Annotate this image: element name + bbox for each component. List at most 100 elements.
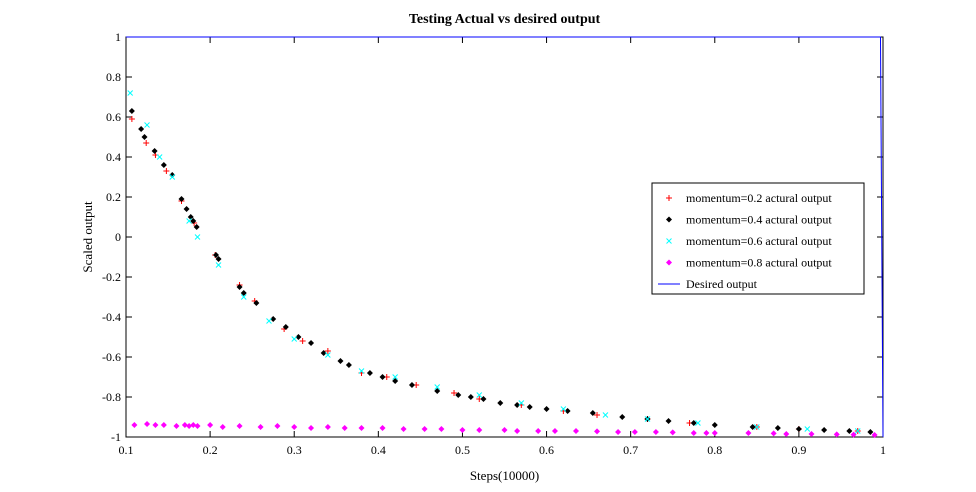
series-3-point (186, 423, 193, 429)
series-3-point (194, 423, 201, 429)
series-3-point (379, 425, 386, 431)
legend-swatch (666, 195, 672, 201)
series-3-point (871, 432, 878, 438)
x-tick-label: 1 (880, 443, 886, 457)
series-1-point (212, 252, 219, 258)
series-1-point (169, 172, 176, 178)
series-3-point (421, 426, 428, 432)
x-tick-label: 0.9 (791, 443, 806, 457)
series-1-point (795, 426, 802, 432)
series-1-point (308, 340, 315, 346)
series-1-point (392, 378, 399, 384)
legend-swatch (666, 259, 672, 266)
series-3-point (833, 431, 840, 438)
series-3-point (308, 425, 315, 431)
y-tick-label: -0.6 (102, 350, 121, 364)
series-1-point (589, 410, 596, 416)
series-3-point (144, 421, 151, 427)
x-tick-label: 0.4 (371, 443, 386, 457)
x-axis: 0.1 0.2 0.3 0.4 0.5 0.6 0.7 0.8 0.9 1 (119, 37, 886, 457)
series-1-point (774, 425, 781, 431)
series-2-point (434, 384, 441, 390)
series-2-point (325, 352, 331, 358)
legend-entry-label: momentum=0.2 actural output (686, 191, 832, 205)
y-axis-label: Scaled output (80, 201, 95, 273)
series-3-point (324, 424, 331, 430)
series-3-point (207, 422, 214, 428)
series-0-point (299, 338, 306, 344)
series-3-point (236, 423, 243, 429)
series-3-point (190, 422, 197, 428)
x-tick-label: 0.7 (623, 443, 638, 457)
plot-marks (126, 36, 884, 438)
series-3-point (535, 428, 542, 434)
series-3-point (703, 430, 710, 436)
y-tick-label: -0.4 (102, 310, 121, 324)
legend-entry-label: momentum=0.6 actural output (686, 234, 832, 248)
series-1-point (497, 400, 504, 406)
series-1-point (187, 214, 194, 220)
series-3-point (459, 427, 466, 433)
series-3-point (358, 425, 365, 431)
series-2-point (644, 416, 651, 422)
series-2-point (266, 318, 272, 324)
chart-title: Testing Actual vs desired output (409, 12, 601, 27)
series-3-point (770, 430, 777, 437)
series-1-point (564, 408, 571, 414)
x-tick-label: 0.2 (203, 443, 218, 457)
series-2-point (186, 218, 192, 224)
series-3-point (152, 422, 159, 428)
desired-output-line (126, 36, 884, 438)
series-3-point (274, 423, 281, 429)
series-1-point (665, 418, 672, 424)
series-1-point (408, 382, 415, 388)
series-3-point (690, 430, 697, 436)
y-tick-label: -1 (111, 430, 121, 444)
series-3-point (257, 424, 264, 430)
series-1-point (190, 218, 197, 224)
series-1-point (138, 126, 145, 132)
series-1-point (480, 396, 487, 402)
series-2-point (194, 234, 201, 240)
y-tick-label: 0.4 (106, 150, 121, 164)
series-1-point (160, 162, 167, 168)
series-1-point (749, 424, 756, 430)
series-1-point (434, 388, 441, 394)
series-3-point (594, 428, 601, 435)
series-1-point (690, 420, 697, 426)
series-2-point (358, 368, 365, 374)
series-1-point (183, 206, 190, 212)
series-0-point (594, 412, 601, 418)
legend-entry-label: momentum=0.4 actural output (686, 213, 832, 227)
legend-swatch (666, 216, 672, 223)
series-3-point (669, 429, 676, 436)
series-1-point (337, 358, 344, 364)
y-tick-label: 0.8 (106, 70, 121, 84)
series-2-point (854, 428, 861, 434)
series-3-point (783, 431, 790, 437)
legend-entry-label: Desired output (686, 277, 758, 291)
series-2-point (518, 400, 525, 406)
series-0-point (128, 116, 135, 122)
legend-box (651, 182, 865, 295)
series-2-point (602, 412, 609, 418)
y-tick-label: 1 (115, 30, 121, 44)
y-tick-label: 0 (115, 230, 121, 244)
series-3-point (615, 429, 622, 435)
series-1-point (253, 300, 260, 306)
series-1-point (467, 394, 474, 400)
series-0-point (324, 348, 331, 354)
series-1-point (236, 284, 243, 290)
series-3-point (514, 428, 521, 434)
series-3-point (341, 425, 348, 431)
series-3-point (476, 427, 483, 433)
series-1-point (270, 316, 277, 322)
series-1-point (711, 422, 718, 428)
x-tick-label: 0.8 (707, 443, 722, 457)
series-1-point (215, 256, 222, 262)
series-3-point (850, 431, 857, 438)
series-3-point (438, 426, 445, 432)
series-0-point (143, 140, 150, 146)
series-3-point (160, 422, 167, 428)
x-tick-label: 0.3 (287, 443, 302, 457)
